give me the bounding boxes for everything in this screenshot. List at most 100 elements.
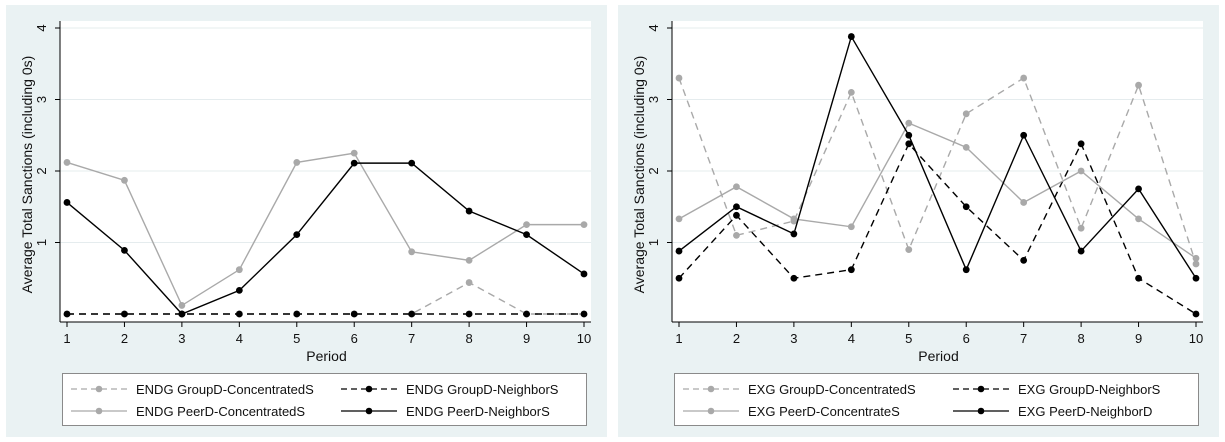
data-point xyxy=(1020,74,1028,82)
x-tick-label: 1 xyxy=(675,331,682,346)
data-point xyxy=(465,207,473,215)
legend-label: ENDG PeerD-NeighborS xyxy=(406,403,550,419)
x-tick-label: 2 xyxy=(121,331,128,346)
data-point xyxy=(1135,185,1142,193)
x-tick-label: 5 xyxy=(293,331,300,346)
x-tick-label: 4 xyxy=(236,331,243,346)
x-tick-label: 3 xyxy=(790,331,797,346)
data-point xyxy=(121,246,128,254)
legend-item: EXG GroupD-ConcentratedS xyxy=(681,380,916,398)
data-point xyxy=(1135,81,1142,89)
x-tick-label: 6 xyxy=(963,331,970,346)
legend-label: ENDG GroupD-ConcentratedS xyxy=(136,381,314,397)
data-point xyxy=(1192,310,1200,318)
data-point xyxy=(235,287,243,294)
data-point xyxy=(178,310,186,318)
x-tick-label: 1 xyxy=(63,331,70,346)
data-point xyxy=(465,279,473,286)
x-tick-label: 9 xyxy=(523,331,530,346)
y-axis-label: Average Total Sanctions (including 0s) xyxy=(631,56,647,294)
y-tick-label: 1 xyxy=(646,239,661,246)
x-tick-label: 10 xyxy=(577,331,591,346)
data-point xyxy=(1077,140,1085,148)
chart-panel-right: 1 2 3 4 1 2 3 4 5 6 7 8 9 10 Period Average Total Sanct… xyxy=(618,5,1219,437)
data-point xyxy=(350,159,358,167)
legend-label: ENDG GroupD-NeighborS xyxy=(406,381,559,397)
y-tick-label: 4 xyxy=(34,24,49,31)
legend-label: EXG GroupD-NeighborS xyxy=(1018,381,1161,397)
series-line xyxy=(678,142,1197,315)
data-point xyxy=(235,266,243,274)
legend-item: ENDG PeerD-ConcentratedS xyxy=(69,402,305,420)
chart-legend-right: EXG GroupD-ConcentratedS EXG GroupD-Neig… xyxy=(674,373,1199,426)
data-point xyxy=(121,310,128,318)
data-point xyxy=(1020,256,1028,264)
data-point xyxy=(905,119,913,127)
x-tick-label: 10 xyxy=(1189,331,1203,346)
data-point xyxy=(733,183,740,191)
chart-plot-right: 1 2 3 4 1 2 3 4 5 6 7 8 9 10 Period Average Total Sanct… xyxy=(631,21,1203,364)
data-point xyxy=(293,159,301,166)
legend-label: EXG GroupD-ConcentratedS xyxy=(748,381,916,397)
data-point xyxy=(847,266,855,274)
legend-item: EXG PeerD-NeighborD xyxy=(951,402,1152,420)
data-point xyxy=(523,231,530,239)
data-point xyxy=(350,149,358,157)
data-point xyxy=(847,88,855,96)
series-line xyxy=(678,34,1197,279)
x-tick-label: 6 xyxy=(351,331,358,346)
x-tick-label: 3 xyxy=(178,331,185,346)
x-tick-label: 4 xyxy=(848,331,855,346)
data-point xyxy=(63,199,71,206)
y-tick-label: 3 xyxy=(646,96,661,103)
x-tick-label: 8 xyxy=(465,331,472,346)
series-0 xyxy=(675,74,1200,268)
data-point xyxy=(1135,215,1142,223)
chart-legend-left: ENDG GroupD-ConcentratedS ENDG GroupD-Ne… xyxy=(62,373,587,426)
data-point xyxy=(523,221,530,229)
legend-item: EXG GroupD-NeighborS xyxy=(951,380,1160,398)
data-point xyxy=(63,159,71,166)
data-point xyxy=(790,215,798,223)
series-line xyxy=(678,77,1197,265)
x-axis-label: Period xyxy=(918,348,958,364)
x-axis-label: Period xyxy=(306,348,346,364)
data-point xyxy=(293,231,301,239)
data-point xyxy=(1077,247,1085,255)
data-point xyxy=(293,310,301,318)
legend-label: EXG PeerD-ConcentrateS xyxy=(748,403,900,419)
data-point xyxy=(580,221,588,229)
data-point xyxy=(408,310,416,318)
data-point xyxy=(1192,260,1200,268)
data-point xyxy=(733,231,740,239)
series-1 xyxy=(675,140,1200,318)
x-tick-label: 5 xyxy=(905,331,912,346)
data-point xyxy=(847,223,855,231)
legend-item: ENDG PeerD-NeighborS xyxy=(339,402,550,420)
data-point xyxy=(1020,199,1028,206)
data-point xyxy=(580,310,588,318)
data-point xyxy=(350,310,358,318)
data-point xyxy=(905,131,913,139)
data-point xyxy=(905,140,913,148)
x-tick-label: 2 xyxy=(733,331,740,346)
legend-item: ENDG GroupD-ConcentratedS xyxy=(69,380,314,398)
data-point xyxy=(905,246,913,254)
series-line xyxy=(66,162,585,315)
series-line xyxy=(678,122,1197,259)
data-point xyxy=(1077,167,1085,175)
y-tick-label: 1 xyxy=(34,239,49,246)
data-point xyxy=(962,144,970,151)
data-point xyxy=(408,159,416,167)
data-point xyxy=(675,247,683,255)
data-point xyxy=(733,211,740,219)
y-tick-label: 3 xyxy=(34,96,49,103)
data-point xyxy=(733,203,740,211)
data-point xyxy=(178,302,186,309)
data-point xyxy=(523,310,530,318)
data-point xyxy=(675,215,683,223)
data-point xyxy=(790,230,798,238)
legend-item: ENDG GroupD-NeighborS xyxy=(339,380,558,398)
chart-panel-left: 1 2 3 4 1 2 3 4 5 6 7 8 9 10 Period Average Total Sanct… xyxy=(6,5,607,437)
data-point xyxy=(235,310,243,318)
